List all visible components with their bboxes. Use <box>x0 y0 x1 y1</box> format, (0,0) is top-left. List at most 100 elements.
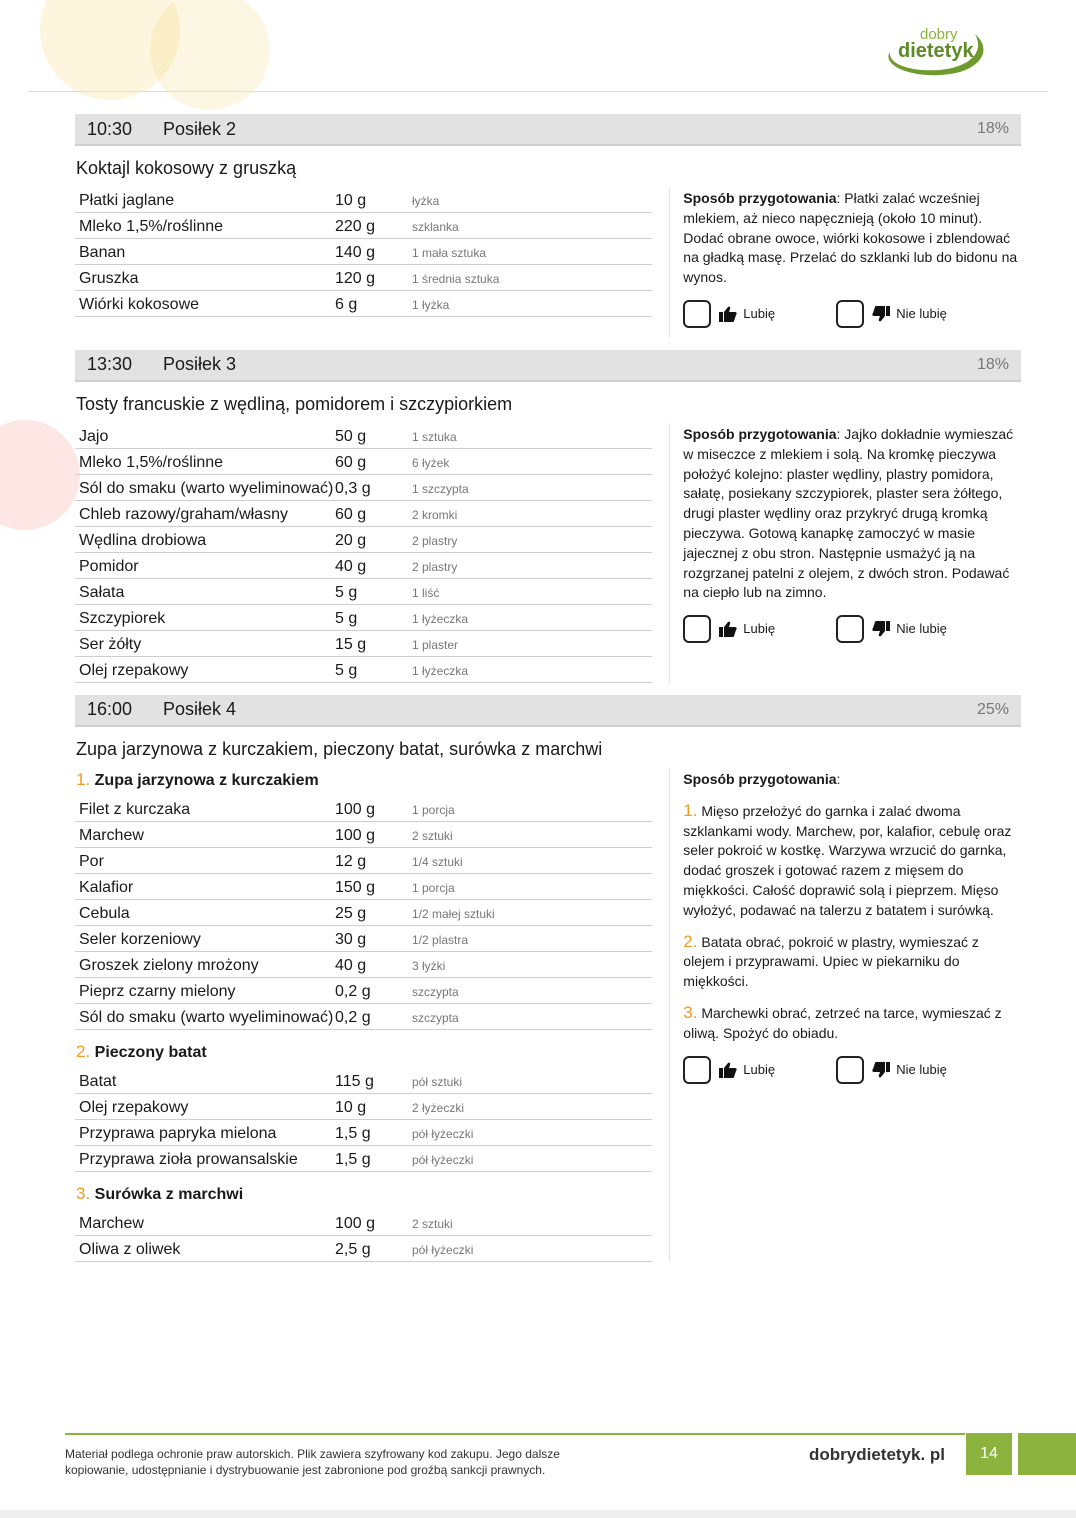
ingredient-name: Jajo <box>79 427 109 445</box>
ingredient-name: Przyprawa zioła prowansalskie <box>79 1150 298 1168</box>
ingredient-name: Ser żółty <box>79 635 142 653</box>
ingredient-row: Marchew 100 g 2 sztuki <box>75 822 653 848</box>
ingredient-name: Sałata <box>79 583 125 601</box>
ingredient-name: Marchew <box>79 826 144 844</box>
ingredient-name: Wędlina drobiowa <box>79 531 207 549</box>
ingredient-measure: pół łyżeczki <box>412 1152 474 1167</box>
ingredient-name: Marchew <box>79 1214 144 1232</box>
preparation-body: Płatki zalać wcześniej mlekiem, aż nieco… <box>683 190 1018 286</box>
like-button[interactable]: Lubię <box>683 299 836 328</box>
ingredient-name: Przyprawa papryka mielona <box>79 1124 277 1142</box>
ingredient-row: Szczypiorek 5 g 1 łyżeczka <box>75 605 653 631</box>
dislike-checkbox[interactable] <box>836 615 865 644</box>
dislike-button[interactable]: Nie lubię <box>836 299 989 328</box>
dislike-checkbox[interactable] <box>836 299 865 328</box>
ingredient-measure: 1 plaster <box>412 637 459 652</box>
ingredient-row: Cebula 25 g 1/2 małej sztuki <box>75 900 653 926</box>
like-button[interactable]: Lubię <box>683 1055 836 1084</box>
ingredient-name: Banan <box>79 244 126 261</box>
dislike-button[interactable]: Nie lubię <box>836 615 989 644</box>
ingredient-name: Mleko 1,5%/roślinne <box>79 453 224 471</box>
preparation-paragraph: Sposób przygotowania: Płatki zalać wcześ… <box>683 190 1018 286</box>
ingredients-table: 1. Zupa jarzynowa z kurczakiem Filet z ku… <box>75 768 653 1262</box>
ingredient-row: Chleb razowy/graham/własny 60 g 2 kromki <box>75 501 653 527</box>
meal-time: 13:30 <box>87 354 133 375</box>
like-button[interactable]: Lubię <box>683 615 836 644</box>
ingredients-table: Płatki jaglane 10 g łyżka Mleko 1,5%/roślin… <box>75 187 653 338</box>
ingredient-row: Batat 115 g pół sztuki <box>75 1068 653 1094</box>
ingredient-measure: 2 plastry <box>412 559 458 574</box>
ingredient-row: Seler korzeniowy 30 g 1/2 plastra <box>75 926 653 952</box>
dislike-button[interactable]: Nie lubię <box>836 1055 989 1084</box>
thumbs-up-icon <box>719 306 737 322</box>
ingredient-row: Przyprawa zioła prowansalskie 1,5 g pół ły… <box>75 1146 653 1172</box>
ingredient-measure: 2 sztuki <box>412 828 453 843</box>
ingredient-row: Ser żółty 15 g 1 plaster <box>75 631 653 657</box>
dislike-label: Nie lubię <box>896 621 947 637</box>
ingredient-measure: 1 łyżeczka <box>412 611 469 626</box>
ingredient-row: Jajo 50 g 1 sztuka <box>75 423 653 449</box>
header-divider <box>27 91 1048 92</box>
page-number: 14 <box>966 1433 1012 1475</box>
subrecipe-title: 2. Pieczony batat <box>76 1042 652 1062</box>
footer-accent-block <box>1018 1433 1076 1475</box>
ingredient-measure: 2 sztuki <box>412 1216 453 1231</box>
ingredient-quantity: 0,2 g <box>335 1008 371 1026</box>
ingredient-measure: pół łyżeczki <box>412 1126 474 1141</box>
like-checkbox[interactable] <box>683 299 712 328</box>
thumbs-up-icon <box>719 1062 737 1078</box>
meal-body: Jajo 50 g 1 sztuka Mleko 1,5%/roślinne 60 g 6… <box>75 422 1021 695</box>
ingredient-name: Cebula <box>79 904 130 922</box>
meal-time: 16:00 <box>87 699 133 720</box>
dish-title: Zupa jarzynowa z kurczakiem, pieczony ba… <box>76 738 603 759</box>
ingredient-quantity: 150 g <box>335 878 376 896</box>
ingredient-quantity: 6 g <box>335 296 358 313</box>
meal-time: 10:30 <box>87 118 133 139</box>
ingredient-row: Olej rzepakowy 5 g 1 łyżeczka <box>75 657 653 683</box>
footer-divider <box>65 1433 965 1435</box>
step-number: 1. <box>683 800 698 820</box>
ingredient-name: Groszek zielony mrożony <box>79 956 259 974</box>
ingredient-measure: pół sztuki <box>412 1074 463 1089</box>
subrecipe-name: Pieczony batat <box>94 1043 207 1061</box>
ingredient-quantity: 140 g <box>335 244 376 261</box>
rating: Lubię Nie lubię <box>683 1055 1021 1084</box>
ingredient-quantity: 5 g <box>335 609 358 627</box>
dislike-checkbox[interactable] <box>836 1055 865 1084</box>
ingredient-measure: pół łyżeczki <box>412 1242 474 1257</box>
ingredient-row: Pomidor 40 g 2 plastry <box>75 553 653 579</box>
ingredient-row: Mleko 1,5%/roślinne 60 g 6 łyżek <box>75 449 653 475</box>
ingredient-row: Sałata 5 g 1 liść <box>75 579 653 605</box>
ingredient-measure: szklanka <box>412 220 459 234</box>
like-checkbox[interactable] <box>683 615 712 644</box>
preparation: Sposób przygotowania: Płatki zalać wcześ… <box>669 187 1021 338</box>
ingredient-name: Sól do smaku (warto wyeliminować) <box>79 1008 334 1026</box>
decor-citrus <box>150 0 270 110</box>
ingredient-row: Por 12 g 1/4 sztuki <box>75 848 653 874</box>
ingredient-measure: 1 porcja <box>412 802 455 817</box>
ingredient-row: Pieprz czarny mielony 0,2 g szczypta <box>75 978 653 1004</box>
preparation: Sposób przygotowania: Jajko dokładnie wy… <box>669 422 1021 683</box>
meal-name: Posiłek 4 <box>163 699 237 720</box>
dish-title: Koktajl kokosowy z gruszką <box>76 158 297 178</box>
preparation-paragraph: Sposób przygotowania: Jajko dokładnie wy… <box>683 425 1014 601</box>
dish-title: Tosty francuskie z wędliną, pomidorem i … <box>76 393 513 414</box>
ingredient-row: Płatki jaglane 10 g łyżka <box>75 187 653 213</box>
ingredient-row: Sól do smaku (warto wyeliminować) 0,3 g 1 … <box>75 475 653 501</box>
meal-section: 16:00 Posiłek 4 25% Zupa jarzynowa z kurcza… <box>75 694 1021 1274</box>
ingredient-measure: 2 łyżeczki <box>412 1100 465 1115</box>
preparation-step: 3. Marchewki obrać, zetrzeć na tarce, wy… <box>683 1003 1021 1044</box>
ingredient-row: Marchew 100 g 2 sztuki <box>75 1210 653 1236</box>
step-text: Batata obrać, pokroić w plastry, wymiesz… <box>683 933 979 990</box>
subrecipe-title: 1. Zupa jarzynowa z kurczakiem <box>76 770 652 790</box>
preparation-text: Sposób przygotowania: 1. Mięso przełożyć… <box>683 770 1021 1044</box>
site-name: dobrydietetyk. pl <box>809 1445 946 1464</box>
ingredient-name: Olej rzepakowy <box>79 661 189 679</box>
ingredient-name: Wiórki kokosowe <box>79 296 200 313</box>
ingredient-quantity: 60 g <box>335 505 367 523</box>
ingredient-measure: 1 szczypta <box>412 481 469 496</box>
like-checkbox[interactable] <box>683 1055 712 1084</box>
copyright-notice: Materiał podlega ochronie praw autorskic… <box>65 1447 560 1477</box>
ingredient-row: Mleko 1,5%/roślinne 220 g szklanka <box>75 213 653 239</box>
ingredient-quantity: 120 g <box>335 270 376 287</box>
